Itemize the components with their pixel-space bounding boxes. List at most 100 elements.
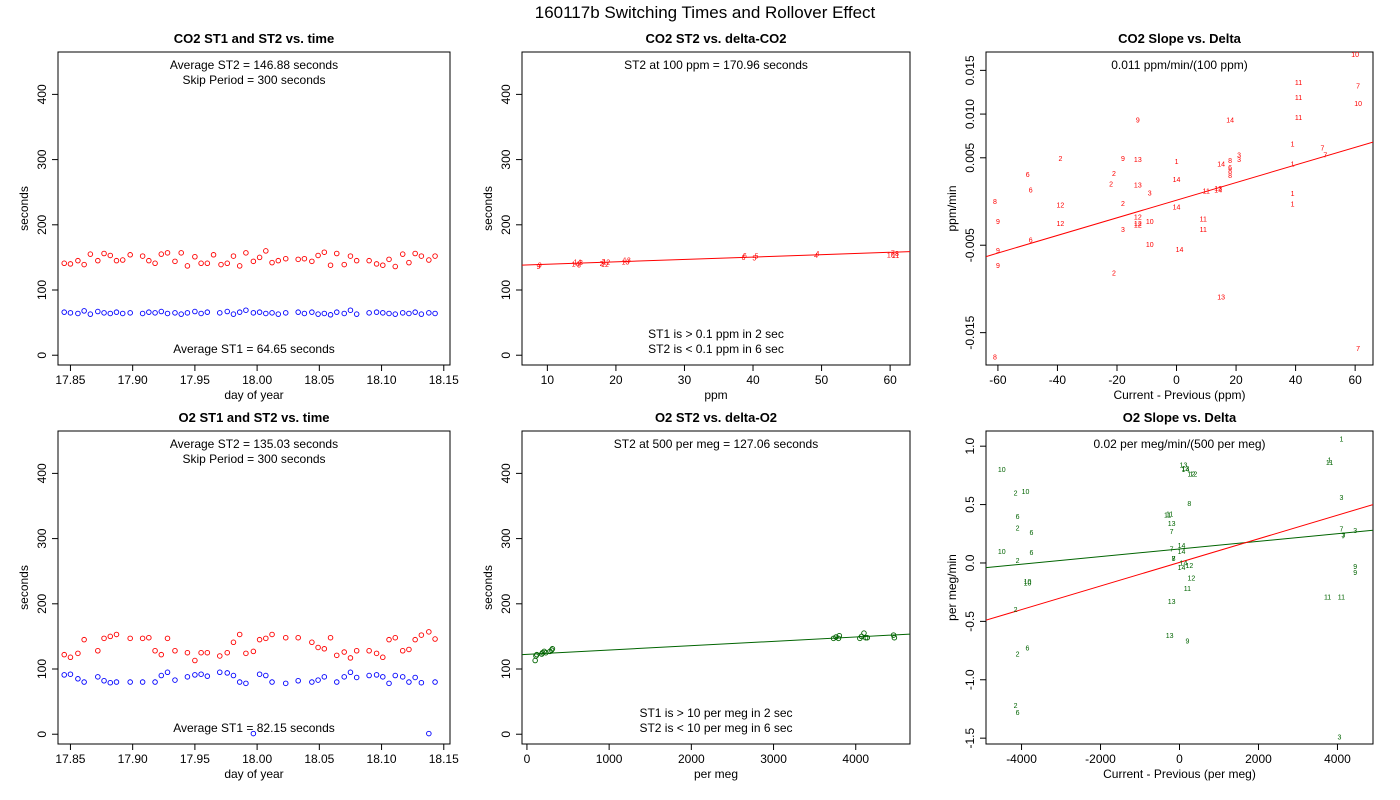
chart-3-point-label: 14 (1176, 247, 1184, 254)
chart-1-point (366, 257, 372, 264)
chart-1-point (275, 311, 282, 317)
chart-1-annotation: Average ST2 = 146.88 seconds (170, 58, 338, 72)
chart-2-annotation: ST2 is < 0.1 ppm in 6 sec (648, 342, 784, 356)
chart-1-point (347, 253, 354, 259)
chart-1-point (139, 253, 146, 259)
chart-3-point-label: 6 (1026, 172, 1030, 179)
chart-6-point-label: 13 (1180, 462, 1188, 469)
chart-6-point-label: 14 (1178, 549, 1186, 556)
chart-2-y-tick-label: 100 (499, 280, 513, 300)
chart-4-point (224, 670, 230, 676)
chart-1-annotation: Average ST1 = 64.65 seconds (173, 342, 335, 356)
chart-5-x-tick-label: 0 (524, 752, 531, 766)
chart-5-annotation: ST2 is < 10 per meg in 6 sec (639, 721, 792, 735)
chart-4-data-area (61, 629, 438, 737)
chart-3-point-label: 8 (993, 355, 997, 362)
chart-1-point (392, 263, 398, 270)
chart-4-point (295, 634, 301, 641)
chart-1-point (366, 310, 372, 316)
chart-3-y-tick-label: -0.005 (963, 228, 977, 262)
chart-4-point (309, 679, 315, 685)
chart-5-annotation: ST1 is > 10 per meg in 2 sec (639, 706, 792, 720)
chart-1-point (269, 259, 275, 266)
chart-6-point-label: 6 (1029, 550, 1033, 557)
chart-1-point (204, 309, 211, 315)
chart-6-point-label: 9 (1185, 639, 1189, 646)
chart-4-point (101, 677, 107, 684)
chart-2: CO2 ST2 vs. delta-CO2 10 20 30 40 50 60 0 100 200… (481, 31, 911, 402)
chart-1-point (392, 311, 398, 317)
chart-6-point-label: 13 (1182, 466, 1190, 473)
chart-3-point-label: 12 (1134, 221, 1142, 228)
chart-4-y-tick-label: 200 (35, 593, 49, 613)
chart-1-point (107, 310, 114, 317)
chart-4-point (158, 651, 165, 658)
chart-6-point-label: 2 (1014, 703, 1018, 710)
chart-3-title: CO2 Slope vs. Delta (1118, 31, 1242, 46)
chart-3-point-label: 1 (1291, 202, 1295, 209)
chart-1-point (269, 310, 275, 316)
chart-6-x-tick-label: -2000 (1085, 752, 1116, 766)
chart-4-y-tick-label: 400 (35, 463, 49, 483)
chart-1-point (95, 257, 101, 264)
chart-4-x-tick-label: 17.85 (55, 752, 85, 766)
chart-1-point (172, 258, 178, 265)
chart-1-point (184, 263, 191, 269)
chart-4-x-tick-label: 18.10 (367, 752, 397, 766)
chart-5-point (836, 633, 843, 639)
chart-1-y-axis-label: seconds (17, 186, 31, 231)
chart-3-point-label: 9 (996, 248, 1000, 255)
chart-4-point (315, 644, 321, 651)
chart-4-point (380, 674, 386, 680)
chart-1-annotation: Skip Period = 300 seconds (182, 73, 325, 87)
chart-1-point (152, 260, 158, 267)
chart-1-point (236, 309, 243, 315)
chart-2-point-label: 6 (743, 253, 747, 260)
chart-5-fit-line (522, 633, 910, 656)
chart-6-annotation: 0.02 per meg/min/(500 per meg) (1093, 437, 1265, 451)
chart-4-title: O2 ST1 and ST2 vs. time (179, 410, 330, 425)
chart-3-point-label: 13 (1217, 294, 1225, 301)
chart-1: CO2 ST1 and ST2 vs. time 17.85 17.90 17.95 1… (17, 31, 459, 402)
chart-1-point (146, 257, 152, 264)
chart-1-point (230, 253, 237, 259)
chart-5-data-area (522, 630, 910, 664)
chart-1-point (230, 311, 237, 317)
chart-6-y-axis-label: per meg/min (945, 554, 959, 621)
chart-5-x-axis-label: per meg (694, 767, 738, 781)
chart-4-point (412, 674, 418, 681)
chart-2-point-label: 6 (741, 255, 745, 262)
chart-3-point-label: 9 (1121, 156, 1125, 163)
chart-6-title: O2 Slope vs. Delta (1123, 410, 1237, 425)
chart-6-point-label: 1 (1328, 458, 1332, 465)
chart-2-point-label: 4 (814, 253, 818, 260)
chart-1-point (224, 260, 230, 267)
chart-4-annotation: Average ST1 = 82.15 seconds (173, 721, 335, 735)
chart-3-point-label: 9 (1136, 118, 1140, 125)
chart-1-point (399, 251, 406, 257)
chart-3-point-label: 6 (1228, 165, 1232, 172)
chart-2-point-label: 9 (538, 263, 542, 270)
chart-1-point (192, 308, 198, 315)
chart-3-point-label: 14 (1214, 188, 1222, 195)
chart-3-point-label: 12 (1057, 203, 1065, 210)
chart-3-point-label: 1 (1291, 191, 1295, 198)
chart-6-point-label: 8 (1187, 501, 1191, 508)
chart-6-plot-frame (985, 430, 1374, 745)
chart-4-point (412, 636, 418, 643)
chart-4-point (269, 679, 275, 685)
chart-6-point-label: 3 (1337, 734, 1341, 741)
chart-1-point (164, 250, 171, 256)
chart-4-point (263, 672, 269, 679)
chart-3-point-label: 1 (1175, 159, 1179, 166)
chart-2-y-tick-label: 200 (499, 214, 513, 234)
chart-6-point-label: 10 (1024, 580, 1032, 587)
chart-2-y-tick-label: 300 (499, 149, 513, 169)
chart-1-point (373, 261, 380, 267)
chart-1-point (81, 261, 87, 268)
chart-6-point-label: 11 (1338, 594, 1345, 601)
chart-3-point-label: 12 (1134, 215, 1142, 222)
chart-4-x-tick-label: 17.95 (180, 752, 210, 766)
chart-6-point-label: 11 (1166, 511, 1173, 518)
